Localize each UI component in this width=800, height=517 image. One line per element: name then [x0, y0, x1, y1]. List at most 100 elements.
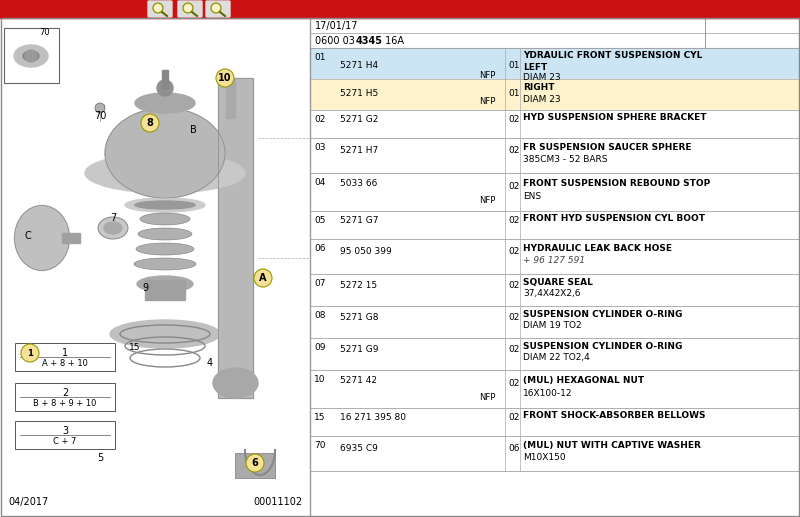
Text: HYD SUSPENSION SPHERE BRACKET: HYD SUSPENSION SPHERE BRACKET — [523, 113, 707, 123]
Text: 70: 70 — [314, 441, 326, 450]
Text: C: C — [25, 231, 31, 241]
Bar — [310, 239, 800, 274]
Text: 95 050 399: 95 050 399 — [341, 247, 392, 256]
Bar — [62, 233, 80, 243]
Text: DIAM 19 TO2: DIAM 19 TO2 — [523, 322, 582, 330]
Text: FRONT HYD SUSPENSION CYL BOOT: FRONT HYD SUSPENSION CYL BOOT — [523, 215, 706, 223]
Text: 02: 02 — [509, 345, 520, 354]
Circle shape — [213, 5, 219, 11]
Text: 02: 02 — [314, 115, 326, 124]
Text: 7: 7 — [110, 213, 116, 223]
Text: 6935 C9: 6935 C9 — [341, 444, 378, 453]
Text: 02: 02 — [509, 216, 520, 225]
Text: 70: 70 — [39, 28, 50, 37]
Text: 4345: 4345 — [355, 36, 382, 46]
Text: 16X100-12: 16X100-12 — [523, 389, 573, 398]
Text: 10: 10 — [218, 73, 232, 83]
Text: DIAM 23: DIAM 23 — [523, 95, 561, 103]
Ellipse shape — [135, 201, 195, 209]
Text: YDRAULIC FRONT SUSPENSION CYL: YDRAULIC FRONT SUSPENSION CYL — [523, 52, 702, 60]
Text: (MUL) NUT WITH CAPTIVE WASHER: (MUL) NUT WITH CAPTIVE WASHER — [523, 442, 702, 450]
Text: SQUARE SEAL: SQUARE SEAL — [523, 279, 594, 287]
Text: 05: 05 — [314, 216, 326, 225]
Text: B + 8 + 9 + 10: B + 8 + 9 + 10 — [34, 400, 97, 408]
Bar — [15, 343, 115, 371]
Text: A: A — [259, 273, 266, 283]
Text: A + 8 + 10: A + 8 + 10 — [42, 359, 88, 369]
Text: 16 271 395 80: 16 271 395 80 — [341, 413, 406, 422]
Text: 01: 01 — [314, 53, 326, 62]
Text: 15: 15 — [130, 343, 141, 353]
Text: B: B — [190, 125, 196, 135]
Bar — [145, 280, 185, 300]
Bar — [226, 78, 235, 118]
Circle shape — [95, 103, 105, 113]
Text: SUSPENSION CYLINDER O-RING: SUSPENSION CYLINDER O-RING — [523, 342, 682, 352]
Text: 1: 1 — [27, 348, 33, 357]
Bar — [235, 453, 275, 478]
Ellipse shape — [140, 213, 190, 225]
FancyBboxPatch shape — [148, 1, 172, 17]
Text: NFP: NFP — [479, 98, 495, 107]
Text: 2: 2 — [62, 388, 68, 398]
Text: LEFT: LEFT — [523, 63, 548, 71]
Text: 17/01/17: 17/01/17 — [315, 21, 359, 31]
Text: 5271 G2: 5271 G2 — [341, 115, 378, 124]
Ellipse shape — [85, 153, 245, 193]
Circle shape — [216, 69, 234, 87]
Text: M10X150: M10X150 — [523, 453, 566, 462]
Text: 5033 66: 5033 66 — [341, 179, 378, 188]
Ellipse shape — [137, 276, 193, 292]
Text: NFP: NFP — [479, 70, 495, 80]
Text: 16A: 16A — [382, 36, 405, 46]
Text: + 96 127 591: + 96 127 591 — [523, 256, 586, 265]
Text: 6: 6 — [252, 458, 258, 468]
FancyBboxPatch shape — [178, 1, 202, 17]
Text: SUSPENSION CYLINDER O-RING: SUSPENSION CYLINDER O-RING — [523, 311, 682, 320]
Text: 02: 02 — [509, 146, 520, 155]
Bar — [15, 383, 115, 411]
Text: 5271 H4: 5271 H4 — [341, 62, 378, 70]
Text: 02: 02 — [509, 313, 520, 322]
Text: DIAM 22 TO2,4: DIAM 22 TO2,4 — [523, 353, 590, 362]
Text: 04/2017: 04/2017 — [8, 497, 48, 507]
Ellipse shape — [105, 108, 225, 198]
Text: FR SUSPENSION SAUCER SPHERE: FR SUSPENSION SAUCER SPHERE — [523, 143, 692, 153]
Text: 02: 02 — [509, 379, 520, 388]
Text: 0600 03: 0600 03 — [315, 36, 358, 46]
Text: NFP: NFP — [479, 393, 495, 402]
Text: 06: 06 — [314, 244, 326, 253]
Circle shape — [254, 269, 272, 287]
Text: FRONT SUSPENSION REBOUND STOP: FRONT SUSPENSION REBOUND STOP — [523, 179, 710, 188]
Text: 5271 42: 5271 42 — [341, 376, 378, 385]
Text: DIAM 23: DIAM 23 — [523, 72, 561, 82]
Text: FRONT SHOCK-ABSORBER BELLOWS: FRONT SHOCK-ABSORBER BELLOWS — [523, 412, 706, 420]
Ellipse shape — [138, 228, 192, 240]
Text: C + 7: C + 7 — [54, 437, 77, 447]
Bar — [0, 0, 800, 18]
Text: 07: 07 — [314, 279, 326, 288]
Ellipse shape — [134, 258, 196, 270]
Text: 6: 6 — [250, 463, 256, 473]
Bar — [218, 78, 253, 398]
Bar — [310, 274, 800, 306]
Text: 5271 G8: 5271 G8 — [341, 313, 379, 322]
Bar — [15, 421, 115, 449]
Text: 04: 04 — [314, 178, 326, 187]
Circle shape — [153, 3, 163, 13]
Text: 5271 H7: 5271 H7 — [341, 146, 378, 155]
Text: (MUL) HEXAGONAL NUT: (MUL) HEXAGONAL NUT — [523, 376, 645, 385]
Text: 02: 02 — [509, 182, 520, 191]
Ellipse shape — [125, 198, 205, 212]
Bar — [310, 48, 800, 79]
Text: 01: 01 — [509, 88, 520, 98]
Text: 5271 G9: 5271 G9 — [341, 345, 379, 354]
Circle shape — [21, 344, 39, 362]
Ellipse shape — [104, 222, 122, 234]
Text: 5271 G7: 5271 G7 — [341, 216, 379, 225]
Ellipse shape — [110, 320, 220, 348]
Bar — [310, 173, 800, 211]
Bar — [310, 436, 800, 471]
Text: 5271 H5: 5271 H5 — [341, 88, 378, 98]
Bar — [218, 78, 253, 398]
